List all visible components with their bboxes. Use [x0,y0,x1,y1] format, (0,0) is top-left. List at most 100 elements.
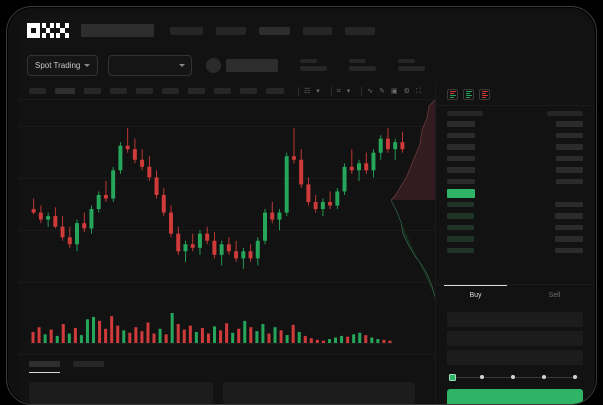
timeframe-6[interactable] [162,88,179,94]
timeframe-8[interactable] [214,88,231,94]
percent-stop-75[interactable] [542,374,546,379]
chevron-down-icon-2[interactable]: ▾ [346,87,351,95]
ticker-stat-label [349,59,367,63]
ticker-stat-2 [349,59,377,71]
orderbook-mode-asks-icon[interactable] [479,89,490,100]
timeframe-5[interactable] [136,88,153,94]
bottom-panel-group [29,382,415,404]
ticker-stat-3 [398,59,426,71]
chevron-down-icon [84,63,91,67]
toolbar-divider [330,86,332,96]
percent-stop-25[interactable] [480,374,484,379]
trading-pair-select[interactable] [108,54,193,76]
timeframe-10[interactable] [266,88,284,94]
ticker-stat-value [300,66,328,71]
order-entry-form [436,306,594,365]
candlestick-series [31,128,405,269]
ticker-stat-label [300,59,318,63]
percent-slider-handle[interactable] [449,373,456,381]
buy-submit-button[interactable] [447,389,583,404]
timeframe-2[interactable] [55,88,75,94]
bottom-panel-left[interactable] [29,382,213,404]
coin-avatar [206,57,222,73]
timeframe-1[interactable] [29,88,46,94]
okx-logo[interactable] [27,23,69,38]
spot-trading-label: Spot Trading [35,60,81,70]
percent-stop-50[interactable] [511,374,515,379]
chevron-down-icon-1[interactable]: ▾ [316,87,320,95]
toolbar-divider [361,86,363,96]
timeframe-4[interactable] [110,88,127,94]
volume-series [30,313,393,344]
orderbook-bid-row[interactable] [436,247,594,255]
ticker-stat-value [398,66,426,71]
logo-glyph-k [41,23,55,38]
tab-buy[interactable]: Buy [436,284,515,307]
orderbook-mode-bids-icon[interactable] [463,89,474,100]
buy-sell-tab-list: Buy Sell [436,284,594,306]
compare-icon[interactable]: ⌗ [336,87,341,95]
orderbook-last-price [436,188,594,198]
chevron-down-icon [179,63,186,67]
timeframe-7[interactable] [188,88,205,94]
ticker-stat-1 [300,59,328,71]
tab-sell[interactable]: Sell [548,291,561,299]
bottom-tab-2[interactable] [73,361,104,367]
nav-item-3[interactable] [259,26,290,35]
orderbook-ask-row[interactable] [436,143,594,151]
pencil-icon[interactable]: ✎ [379,87,386,95]
timeframe-3[interactable] [84,88,101,94]
orderbook-header [436,111,594,120]
device-frame: Spot Trading [6,6,597,405]
candlestick-chart[interactable] [18,100,435,297]
fullscreen-icon[interactable]: ⛶ [415,87,421,95]
top-navigation-bar [18,14,594,47]
order-amount-field[interactable] [447,331,583,346]
orderbook-ask-row[interactable] [436,178,594,186]
order-total-field[interactable] [447,350,583,365]
global-search-input[interactable] [81,24,154,37]
last-price-value [226,58,279,72]
camera-icon[interactable]: ▣ [391,87,398,95]
orderbook-bid-row[interactable] [436,212,594,220]
orderbook-header-price [547,111,583,116]
nav-item-5[interactable] [345,26,375,35]
timeframe-9[interactable] [240,88,257,94]
bottom-section [18,354,435,404]
orderbook-ask-row[interactable] [436,155,594,163]
orderbook-header-qty [447,111,483,116]
bottom-panel-right[interactable] [223,382,415,404]
orderbook-view-modes [436,83,594,106]
orderbook-bid-row[interactable] [436,235,594,243]
orderbook-mode-both-icon[interactable] [447,89,458,100]
ticker-stat-label [398,59,416,63]
orderbook-bid-row[interactable] [436,201,594,209]
percent-slider[interactable] [449,373,581,381]
nav-item-4[interactable] [303,26,332,35]
spot-trading-dropdown[interactable]: Spot Trading [27,54,99,76]
nav-item-1[interactable] [170,26,203,35]
logo-glyph-x [56,23,69,38]
chart-toolbar: ☶ ▾ ⌗ ▾ ∿ ✎ ▣ ⚙ ⛶ [18,83,435,100]
orderbook-ask-row[interactable] [436,120,594,128]
orderbook-ask-row[interactable] [436,132,594,140]
ticker-stat-value [349,66,377,71]
orderbook-bid-row[interactable] [436,224,594,232]
bottom-tab-1[interactable] [29,361,60,373]
ticker-bar: Spot Trading [18,47,594,83]
toolbar-divider [298,86,299,96]
depth-chart-overlay [390,100,435,297]
logo-glyph-o [27,23,40,38]
order-price-field[interactable] [447,312,583,327]
bottom-tab-list [29,361,104,373]
indicators-icon[interactable]: ☶ [304,87,311,95]
percent-stop-100[interactable] [573,374,577,379]
line-style-icon[interactable]: ∿ [367,87,374,95]
orderbook[interactable] [436,106,594,284]
nav-item-2[interactable] [216,26,246,35]
orderbook-ask-row[interactable] [436,166,594,174]
volume-histogram [18,297,435,354]
percent-slider-track [451,376,579,378]
settings-gear-icon[interactable]: ⚙ [403,87,410,95]
